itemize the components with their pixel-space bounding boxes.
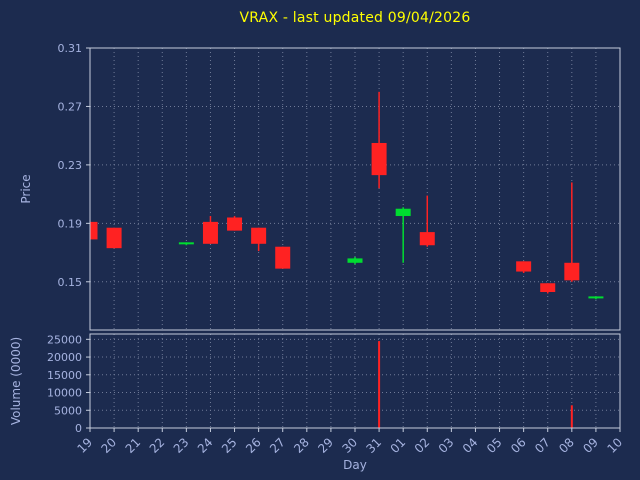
candle-body	[516, 261, 532, 272]
x-tick-label: 21	[123, 435, 144, 456]
x-tick-label: 09	[580, 435, 601, 456]
price-tick-label: 0.27	[58, 100, 83, 113]
volume-axis-label: Volume (0000)	[9, 336, 23, 426]
volume-bars	[378, 341, 573, 428]
day-axis-label: Day	[343, 458, 367, 472]
volume-tick-label: 20000	[47, 351, 82, 364]
candle-body	[371, 142, 387, 176]
x-tick-label: 04	[460, 435, 481, 456]
volume-bar	[570, 405, 573, 428]
x-tick-label: 30	[339, 435, 360, 456]
candle-body	[395, 208, 411, 217]
x-tick-label: 19	[74, 435, 95, 456]
volume-bar	[378, 341, 381, 428]
volume-tick-label: 25000	[47, 333, 82, 346]
candle-body	[106, 227, 122, 249]
candle-body	[588, 296, 604, 299]
candle-body	[564, 262, 580, 281]
candle-body	[347, 258, 363, 263]
volume-tick-label: 15000	[47, 369, 82, 382]
x-tick-label: 26	[243, 435, 264, 456]
x-tick-label: 20	[99, 435, 120, 456]
x-tick-label: 24	[195, 435, 216, 456]
price-tick-label: 0.19	[58, 217, 83, 230]
price-plot-border	[89, 47, 621, 331]
candles	[90, 91, 604, 300]
volume-tick-label: 5000	[54, 404, 82, 417]
gridlines	[89, 47, 621, 429]
x-tick-label: 07	[532, 435, 553, 456]
candle-body	[251, 227, 267, 244]
x-tick-label: 08	[556, 435, 577, 456]
tick-labels: 0.31 0.27 0.23 0.19 0.15 25000 20000 15000 10000…	[47, 42, 625, 456]
x-tick-label: 31	[364, 435, 385, 456]
x-tick-label: 28	[291, 435, 312, 456]
volume-tick-label: 0	[75, 422, 82, 435]
price-axis-label: Price	[19, 174, 33, 204]
x-tick-label: 10	[604, 435, 625, 456]
candle-body	[202, 221, 218, 244]
x-tick-label: 23	[171, 435, 192, 456]
volume-plot-border	[89, 333, 621, 429]
price-tick-label: 0.23	[58, 159, 83, 172]
x-tick-label: 02	[412, 435, 433, 456]
x-tick-label: 01	[388, 435, 409, 456]
price-tick-label: 0.31	[58, 42, 83, 55]
x-tick-label: 03	[436, 435, 457, 456]
x-tick-label: 06	[508, 435, 529, 456]
x-tick-label: 05	[484, 435, 505, 456]
x-tick-label: 22	[147, 435, 168, 456]
price-tick-label: 0.15	[58, 276, 83, 289]
candle-body	[227, 217, 243, 231]
candle-body	[419, 232, 435, 246]
candle-body	[90, 221, 98, 240]
x-tick-label: 29	[315, 435, 336, 456]
x-tick-label: 27	[267, 435, 288, 456]
volume-tick-label: 10000	[47, 387, 82, 400]
x-tick-label: 25	[219, 435, 240, 456]
candle-body	[178, 242, 194, 245]
candle-body	[540, 283, 556, 293]
candle-body	[275, 246, 291, 269]
chart-title: VRAX - last updated 09/04/2026	[239, 10, 471, 26]
